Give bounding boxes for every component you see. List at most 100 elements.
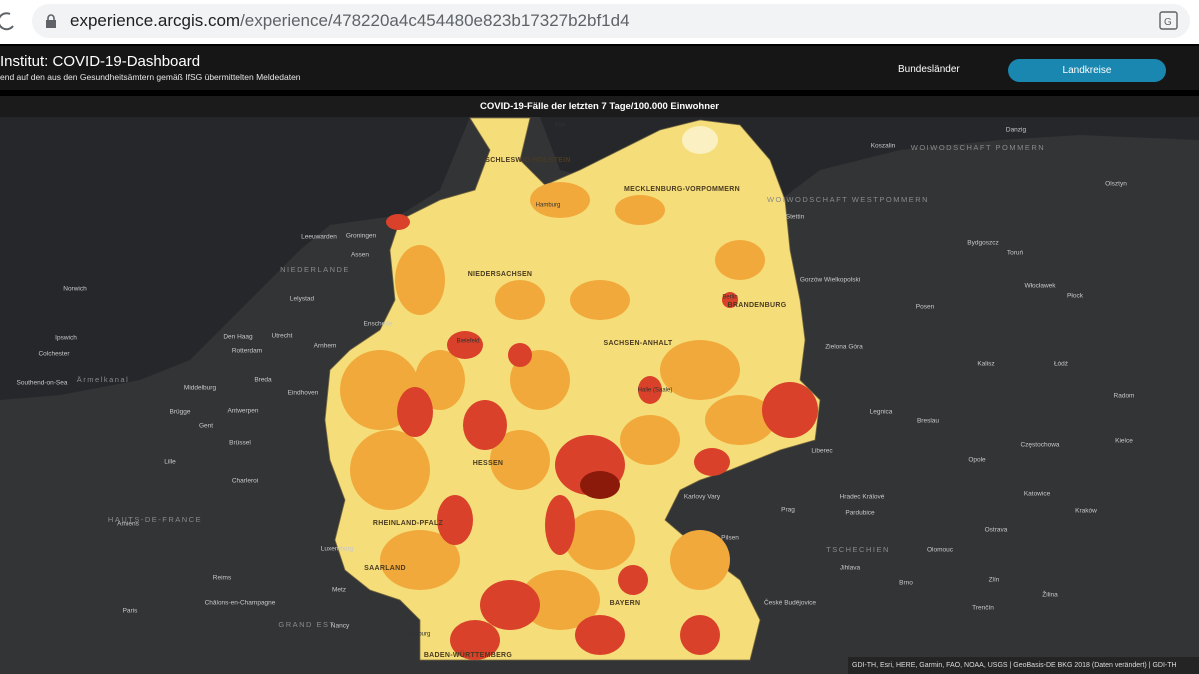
city-label: Jihlava [840,565,861,572]
state-label: BADEN-WÜRTTEMBERG [424,650,513,659]
city-label: Colchester [38,351,70,358]
state-label: BAYERN [610,600,641,607]
city-label: Žilina [1042,590,1058,599]
city-label: Częstochowa [1020,442,1059,449]
city-label: Halle (Saale) [638,388,673,394]
city-label: Luxemburg [321,546,354,553]
city-label: Prag [781,507,795,514]
city-label: Olsztyn [1105,181,1127,188]
state-label: MECKLENBURG-VORPOMMERN [624,186,740,193]
city-label: Płock [1067,293,1084,300]
city-label: Gent [199,423,213,430]
city-label: Trenčín [972,605,994,612]
city-label: Hamburg [536,203,561,209]
state-label: NIEDERSACHSEN [468,271,533,278]
region-label: HAUTS-DE-FRANCE [108,515,202,524]
state-label: SCHLESWIG-HOLSTEIN [485,157,571,164]
districts-orange [340,182,775,630]
city-label: Den Haag [223,334,253,341]
map-labels: SCHLESWIG-HOLSTEIN MECKLENBURG-VORPOMMERN… [17,123,1135,659]
reload-icon[interactable] [0,0,30,44]
city-label: Breslau [917,418,939,425]
districts-red [386,214,818,660]
sea [0,117,470,400]
city-label: Assen [351,252,369,259]
region-label: NIEDERLANDE [280,265,350,274]
map[interactable]: SCHLESWIG-HOLSTEIN MECKLENBURG-VORPOMMERN… [0,117,1199,674]
city-label: Groningen [346,233,377,240]
url-host: experience.arcgis.com [70,11,241,30]
browser-bar: G experience.arcgis.com/experience/47822… [0,0,1199,44]
url-bar[interactable]: G [32,4,1190,38]
city-label: Posen [916,304,935,311]
city-label: Eindhoven [288,390,319,397]
city-label: Brno [899,580,913,587]
city-label: Gorzów Wielkopolski [800,277,860,284]
city-label: Breda [254,377,272,384]
city-label: Southend-on-Sea [17,380,68,387]
city-label: Danzig [1006,127,1027,134]
region-label: WOIWODSCHAFT POMMERN [911,143,1045,152]
city-label: Metz [332,587,346,594]
city-label: Ostrava [985,527,1008,534]
city-label: Stettin [786,214,805,221]
city-label: Charleroi [232,478,258,485]
city-label: Leeuwarden [301,234,337,241]
city-label: Olomouc [927,547,954,554]
dashboard-subtitle: end auf den aus den Gesundheitsämtern ge… [0,72,301,82]
city-label: Lelystad [290,296,315,303]
city-label: Zielona Góra [825,344,863,351]
url: experience.arcgis.com/experience/478220a… [70,11,630,31]
city-label: Bielefeld [456,339,479,345]
city-label: Châlons-en-Champagne [205,600,276,607]
city-label: Paris [123,608,139,615]
state-label: SAARLAND [364,565,406,572]
city-label: Kraków [1075,508,1097,515]
city-label: Kiel [555,123,565,129]
tab-active[interactable]: Landkreise [1008,59,1166,82]
dashboard-header: Institut: COVID-19-Dashboard end auf den… [0,46,1199,90]
city-label: Ipswich [55,335,77,342]
city-label: Liberec [811,448,833,455]
city-label: Hradec Králové [840,494,885,501]
city-label: Toruń [1007,250,1024,257]
city-label: Berlin [722,295,737,301]
city-label: Pardubice [845,510,875,517]
city-label: Radom [1114,393,1135,400]
city-label: Legnica [870,409,893,416]
state-label: RHEINLAND-PFALZ [373,520,444,527]
city-label: Zlín [989,577,1000,584]
district-darkred [580,471,620,499]
city-label: Kielce [1115,438,1133,445]
city-label: Lille [164,459,176,466]
city-label: Kalisz [977,361,994,368]
city-label: Karlovy Vary [684,494,721,501]
city-label: Enschede [364,321,393,328]
city-label: Middelburg [184,385,217,392]
city-label: Utrecht [272,333,293,340]
city-label: Norwich [63,286,87,293]
city-label: Koszalin [871,143,896,150]
state-label: BRANDENBURG [728,302,787,309]
tab[interactable]: Bundesländer [898,64,960,75]
city-label: Reims [213,575,232,582]
map-title: COVID-19-Fälle der letzten 7 Tage/100.00… [0,96,1199,118]
url-path: /experience/478220a4c454480e823b17327b2b… [240,11,630,30]
city-label: Straßburg [404,632,431,638]
attribution-bg [848,657,1199,674]
region-label: GRAND EST [278,620,335,629]
lock-icon [46,14,56,28]
region-label: Ärmelkanal [77,375,130,384]
city-label: Amiens [117,521,139,528]
city-label: Pilsen [721,535,739,542]
city-label: Brüssel [229,440,251,447]
region-label: WOIWODSCHAFT WESTPOMMERN [767,195,929,204]
city-label: Arnhem [314,343,337,350]
translate-icon[interactable]: G [1159,11,1179,31]
city-label: Bydgoszcz [967,240,998,247]
city-label: České Budějovice [764,598,816,607]
city-label: Brügge [170,409,191,416]
svg-text:G: G [1164,17,1172,28]
city-label: Katowice [1024,491,1051,498]
region-label: TSCHECHIEN [826,545,890,554]
